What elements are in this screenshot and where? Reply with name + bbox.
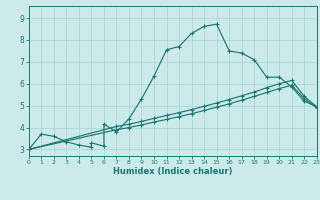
X-axis label: Humidex (Indice chaleur): Humidex (Indice chaleur) <box>113 167 233 176</box>
